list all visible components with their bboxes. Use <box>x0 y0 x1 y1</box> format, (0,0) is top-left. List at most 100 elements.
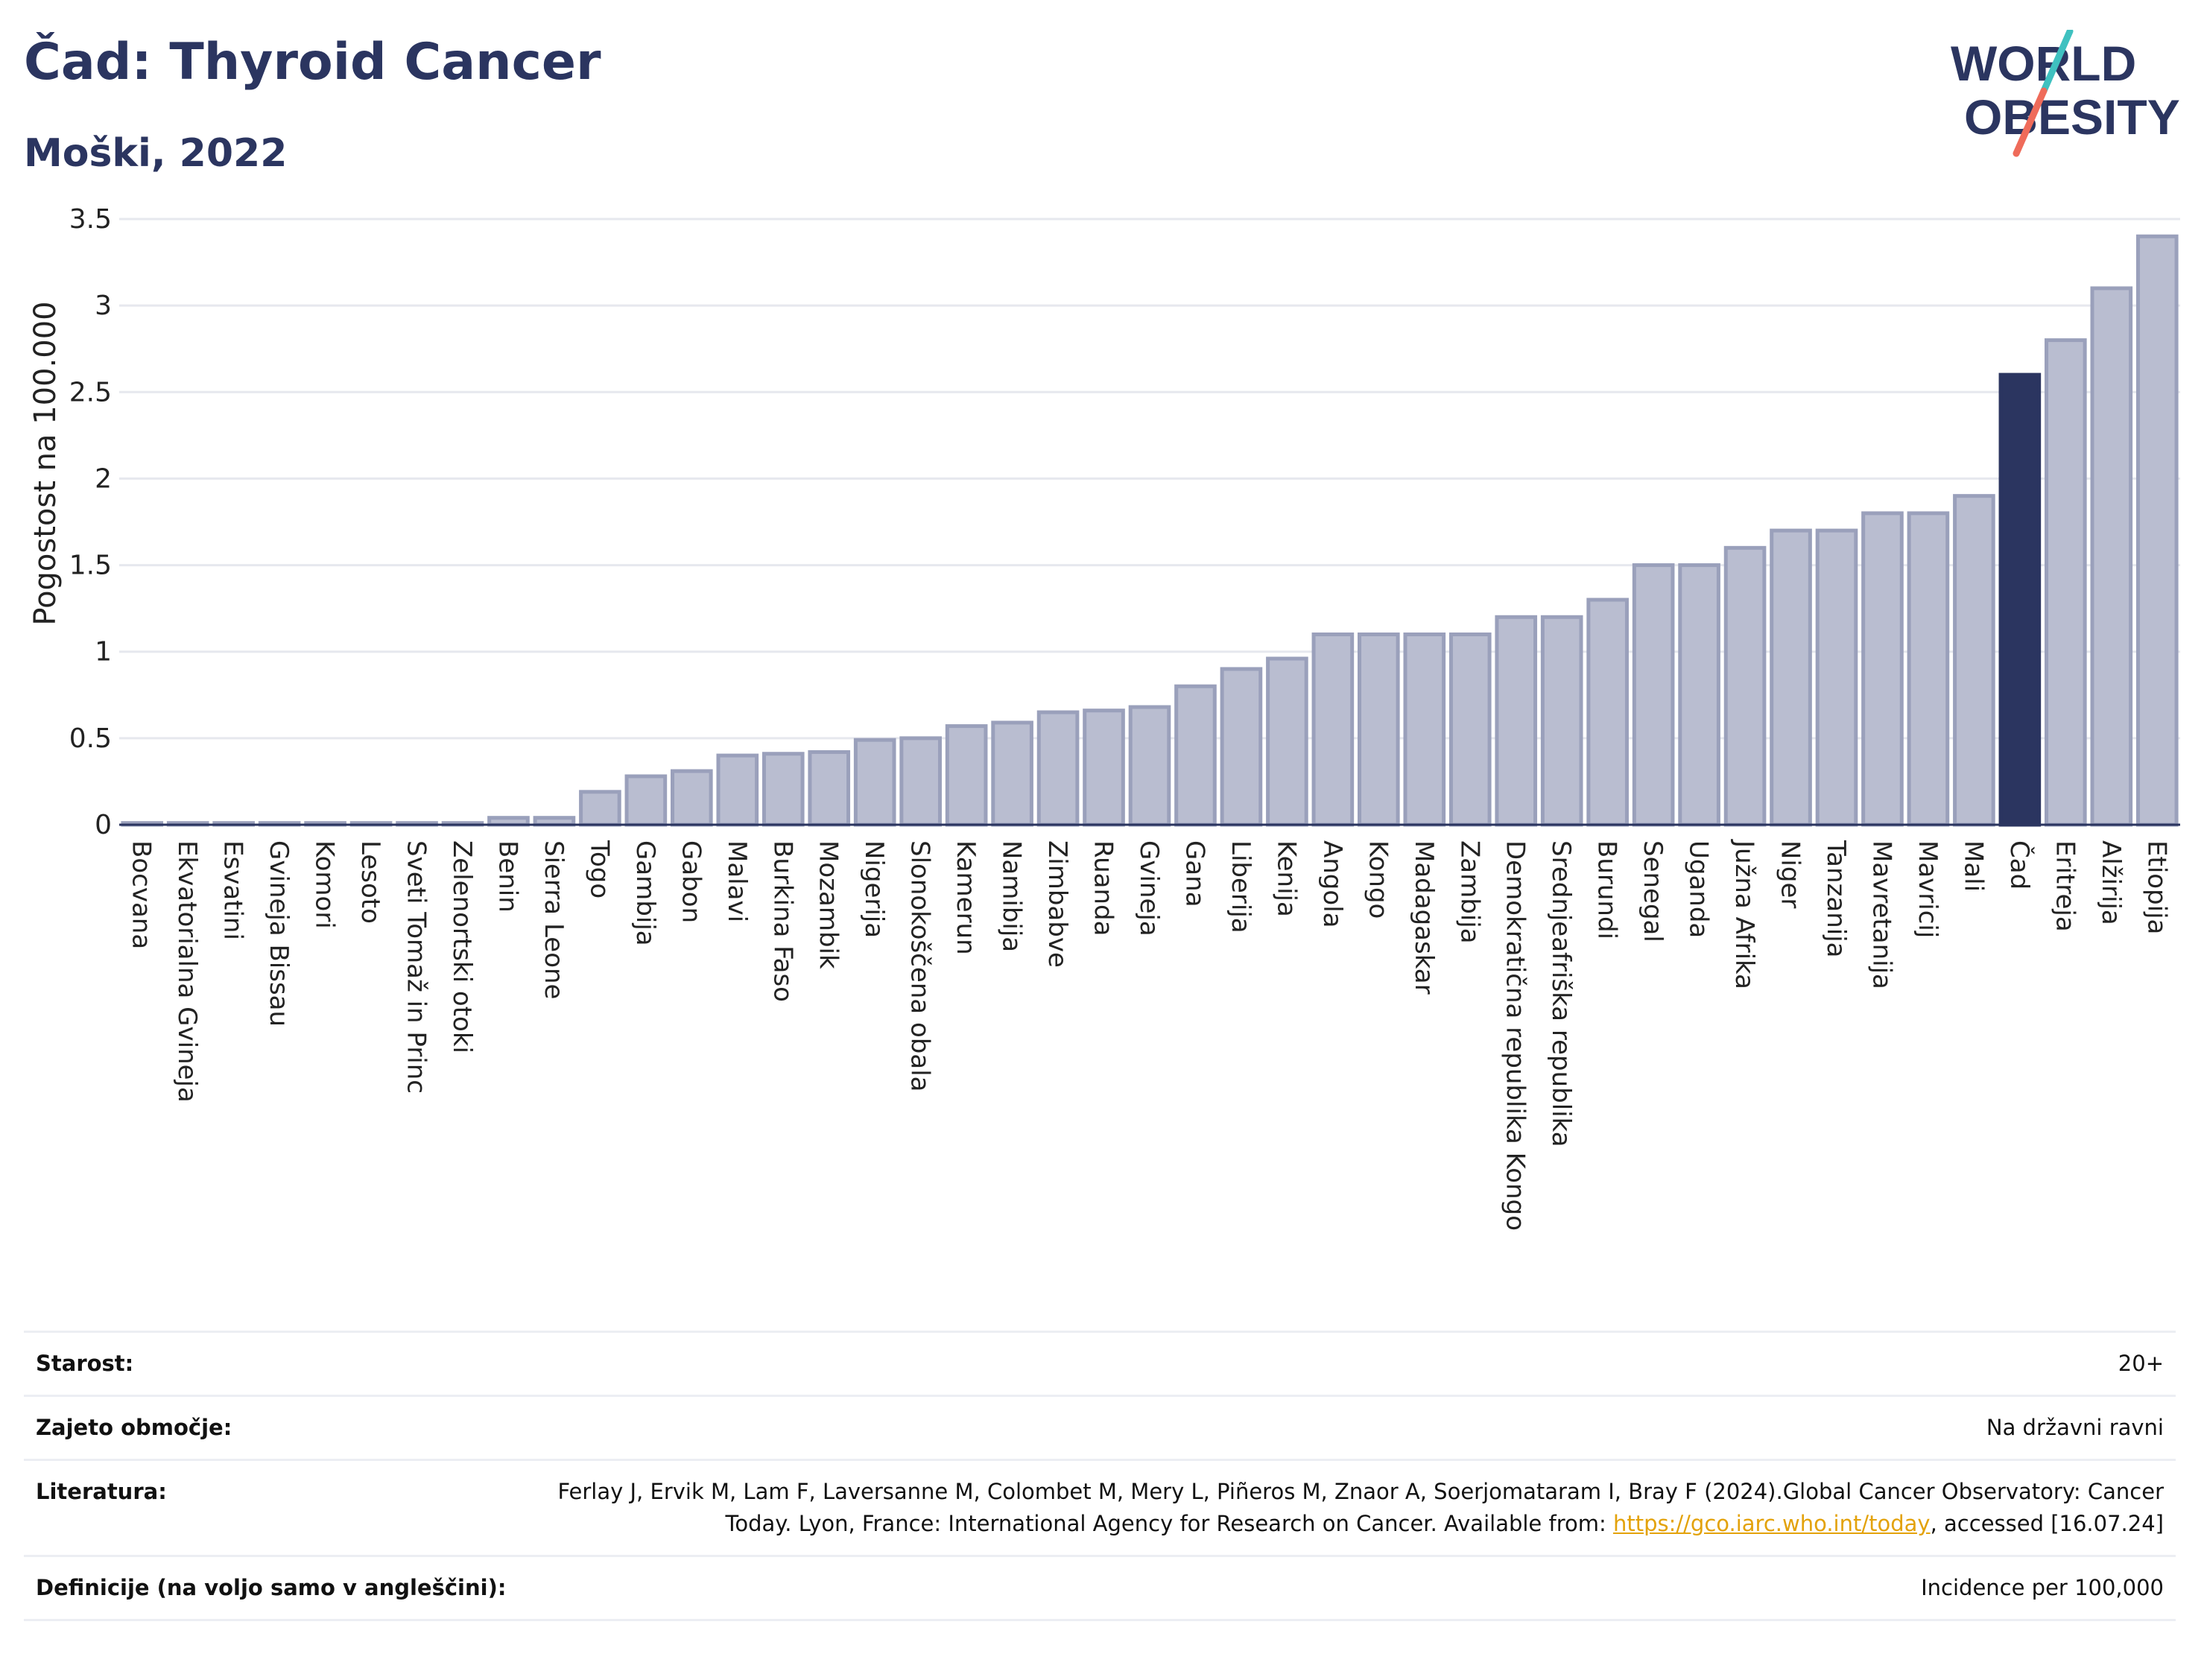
x-tick-label: Madagaskar <box>1409 840 1439 995</box>
x-tick-label: Kamerun <box>951 840 981 955</box>
x-tick-label: Namibija <box>997 840 1027 952</box>
x-tick-label: Sierra Leone <box>539 840 569 999</box>
x-tick-label: Zimbabve <box>1042 840 1072 968</box>
x-tick-label: Burundi <box>1592 840 1622 939</box>
bar[interactable] <box>1220 667 1263 827</box>
bar[interactable] <box>945 724 988 827</box>
x-tick-label: Gambija <box>630 840 660 946</box>
references-text-2: , accessed [16.07.24] <box>1930 1511 2164 1536</box>
bar[interactable] <box>991 720 1033 827</box>
x-tick-label: Mavretanija <box>1866 840 1896 989</box>
bar[interactable] <box>716 753 759 827</box>
bar[interactable] <box>1815 528 1858 827</box>
x-tick-label: Angola <box>1317 840 1347 928</box>
info-row-coverage: Zajeto območje: Na državni ravni <box>24 1395 2176 1459</box>
bar[interactable] <box>1174 684 1217 827</box>
page-title: Čad: Thyroid Cancer <box>24 33 601 92</box>
x-tick-label: Sveti Tomaž in Princ <box>402 840 431 1094</box>
info-table: Starost: 20+ Zajeto območje: Na državni … <box>24 1331 2176 1621</box>
logo-text-world: WORLD <box>1951 36 2136 91</box>
age-value: 20+ <box>2118 1351 2164 1376</box>
x-tick-label: Nigerija <box>859 840 889 938</box>
bar[interactable] <box>1540 615 1583 827</box>
page-subtitle: Moški, 2022 <box>24 131 288 176</box>
category-label-layer: Bocvana Ekvatorialna Gvineja Esvatini Gvine… <box>127 839 2172 1231</box>
x-tick-label: Čad <box>2004 840 2035 890</box>
age-label: Starost: <box>36 1351 134 1376</box>
bar[interactable] <box>1448 632 1492 827</box>
x-tick-label: Zelenortski otoki <box>447 840 477 1053</box>
x-tick-label: Benin <box>493 840 522 913</box>
bar[interactable] <box>2045 338 2087 827</box>
bar[interactable] <box>579 790 621 827</box>
x-tick-label: Slonokoščena obala <box>905 840 935 1091</box>
bar[interactable] <box>1770 528 1812 827</box>
bar[interactable] <box>1266 656 1308 827</box>
coverage-value: Na državni ravni <box>1986 1415 2164 1440</box>
x-tick-label: Srednjeafriška republika <box>1546 840 1576 1147</box>
x-tick-label: Komori <box>310 840 340 929</box>
bar[interactable] <box>761 752 805 827</box>
references-link[interactable]: https://gco.iarc.who.int/today <box>1612 1511 1931 1536</box>
bar[interactable] <box>1128 705 1171 827</box>
bar[interactable] <box>1586 597 1629 827</box>
x-tick-label: Eritreja <box>2050 840 2080 932</box>
bar[interactable] <box>1907 511 1950 827</box>
bar[interactable] <box>1861 511 1904 827</box>
references-label: Literatura: <box>36 1479 167 1504</box>
y-tick-label: 1.5 <box>69 551 112 581</box>
bar[interactable] <box>1953 494 1995 827</box>
world-obesity-logo[interactable]: WORLD OBESITY <box>1937 30 2191 160</box>
x-tick-label: Gabon <box>676 840 706 923</box>
bar[interactable] <box>1311 632 1355 827</box>
x-tick-label: Senegal <box>1638 840 1668 942</box>
bar[interactable] <box>1723 545 1767 827</box>
bar[interactable] <box>1998 373 2042 827</box>
bar[interactable] <box>1678 563 1720 827</box>
references-text-1: Ferlay J, Ervik M, Lam F, Laversanne M, … <box>557 1479 2164 1536</box>
x-tick-label: Mozambik <box>814 840 843 969</box>
logo-text-obesity: OBESITY <box>1964 89 2180 145</box>
definitions-label: Definicije (na voljo samo v angleščini): <box>36 1575 507 1600</box>
x-tick-label: Ekvatorialna Gvineja <box>172 840 202 1103</box>
x-tick-label: Mavricij <box>1913 840 1942 938</box>
bar-chart: 0 0.5 1 1.5 2 2.5 3 3.5 Pogostost na 100.000 Bo… <box>28 204 2180 1231</box>
x-tick-label: Burkina Faso <box>767 840 797 1002</box>
x-tick-label: Lesoto <box>355 840 385 924</box>
definitions-value: Incidence per 100,000 <box>1921 1575 2164 1600</box>
bar[interactable] <box>1083 709 1125 827</box>
logo-slash-coral <box>2013 87 2048 157</box>
y-tick-label: 3 <box>95 291 112 321</box>
bar[interactable] <box>1358 632 1400 827</box>
bar[interactable] <box>624 774 668 827</box>
info-row-references: Literatura: Ferlay J, Ervik M, Lam F, La… <box>24 1459 2176 1555</box>
bar[interactable] <box>671 769 713 827</box>
bar[interactable] <box>853 738 896 827</box>
bar[interactable] <box>2090 286 2133 827</box>
x-tick-label: Gana <box>1179 840 1209 907</box>
x-tick-label: Malavi <box>722 840 752 922</box>
x-tick-label: Uganda <box>1684 840 1714 938</box>
bar[interactable] <box>2135 234 2179 827</box>
x-tick-label: Esvatini <box>218 840 248 940</box>
y-tick-label: 2.5 <box>69 377 112 408</box>
x-tick-label: Mali <box>1958 840 1988 892</box>
bar[interactable] <box>1495 615 1538 827</box>
bar[interactable] <box>1403 632 1446 827</box>
x-tick-label: Liberija <box>1226 840 1255 933</box>
x-tick-label: Demokratična republika Kongo <box>1501 840 1530 1231</box>
x-tick-label: Togo <box>584 840 614 898</box>
info-row-definitions: Definicije (na voljo samo v angleščini):… <box>24 1555 2176 1621</box>
x-tick-label: Tanzanija <box>1821 840 1851 957</box>
bar-layer <box>121 234 2179 827</box>
bar[interactable] <box>1632 563 1675 827</box>
bar[interactable] <box>1036 710 1080 827</box>
info-row-age: Starost: 20+ <box>24 1331 2176 1395</box>
references-value: Ferlay J, Ervik M, Lam F, Laversanne M, … <box>36 1476 2164 1540</box>
coverage-label: Zajeto območje: <box>36 1415 232 1440</box>
x-tick-label: Gvineja Bissau <box>264 840 294 1027</box>
x-tick-label: Niger <box>1776 840 1805 908</box>
bar[interactable] <box>899 736 942 827</box>
bar[interactable] <box>808 749 851 827</box>
x-tick-label: Kongo <box>1363 840 1393 919</box>
